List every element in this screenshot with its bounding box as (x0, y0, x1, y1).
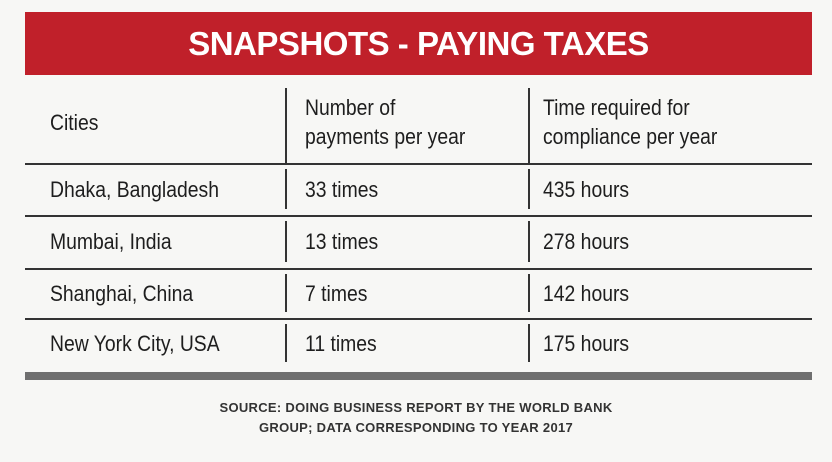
column-divider (528, 324, 530, 362)
table-cell: 33 times (305, 176, 379, 202)
table-cell: New York City, USA (50, 330, 220, 356)
table-cell: 278 hours (543, 229, 630, 254)
column-header: Number of (305, 95, 396, 120)
row-divider (25, 163, 812, 165)
column-header: payments per year (305, 124, 466, 149)
column-header: Time required for (543, 95, 690, 120)
column-header: Cities (50, 109, 99, 135)
table-cell: Shanghai, China (50, 280, 194, 306)
table-cell: 142 hours (543, 280, 630, 306)
column-divider (285, 169, 287, 209)
column-divider (285, 221, 287, 262)
column-divider (528, 221, 530, 262)
row-divider (25, 215, 812, 217)
table-bottom-rule (25, 372, 812, 380)
column-divider (285, 324, 287, 362)
column-header: compliance per year (543, 124, 718, 149)
column-divider (285, 88, 287, 163)
table-cell: 435 hours (543, 176, 630, 202)
table-cell: 175 hours (543, 330, 630, 356)
source-line: SOURCE: DOING BUSINESS REPORT BY THE WOR… (219, 400, 613, 415)
column-divider (285, 274, 287, 312)
column-divider (528, 88, 530, 163)
row-divider (25, 268, 812, 270)
title-banner: SNAPSHOTS - PAYING TAXES (25, 12, 812, 75)
table-cell: Dhaka, Bangladesh (50, 176, 219, 202)
column-divider (528, 169, 530, 209)
title: SNAPSHOTS - PAYING TAXES (188, 24, 649, 62)
table-cell: 11 times (305, 330, 377, 356)
column-divider (528, 274, 530, 312)
table-cell: 7 times (305, 280, 368, 306)
table-cell: Mumbai, India (50, 229, 172, 254)
source-line: GROUP; DATA CORRESPONDING TO YEAR 2017 (258, 420, 574, 435)
row-divider (25, 318, 812, 320)
table-cell: 13 times (305, 229, 379, 254)
